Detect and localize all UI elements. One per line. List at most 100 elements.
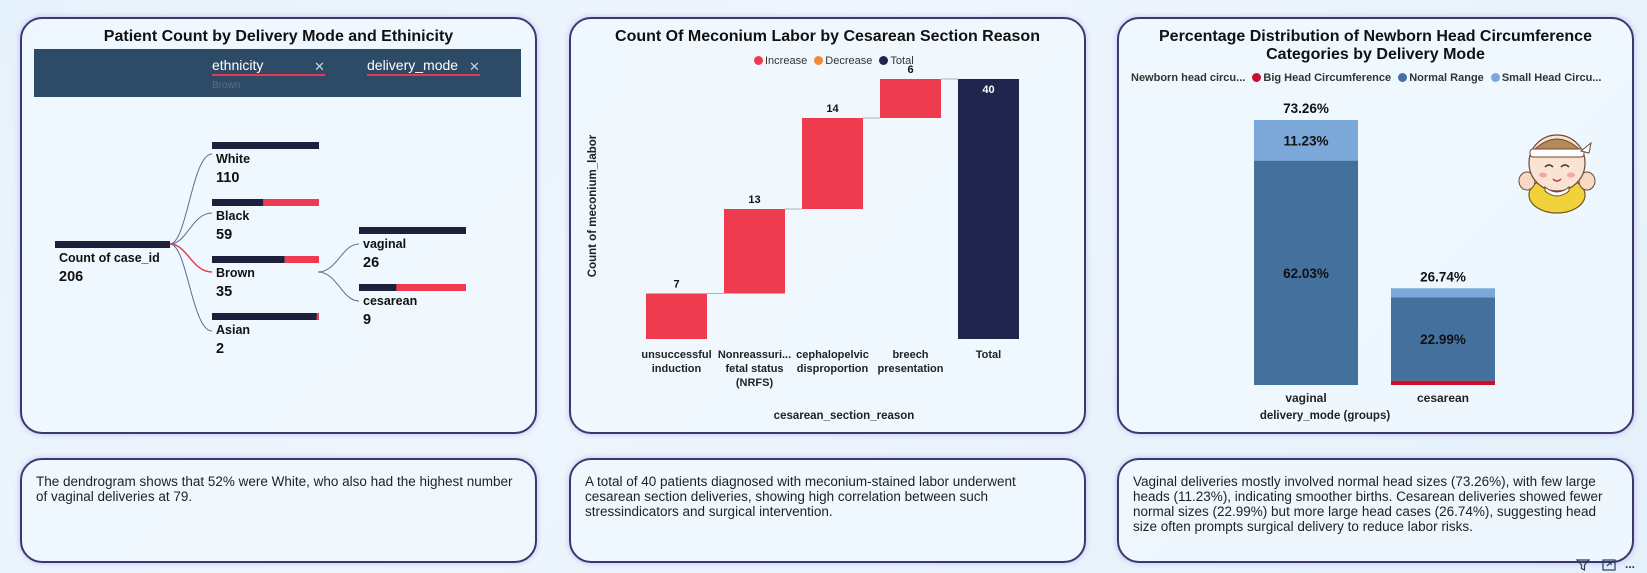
- waterfall-tick-label: disproportion: [797, 363, 869, 375]
- level1-bar-base: [212, 199, 264, 206]
- legend-decrease: Decrease: [825, 55, 873, 67]
- slicer-delivery-underline: [367, 74, 480, 76]
- level1-bar-highlight: [263, 199, 319, 206]
- level2-value: 26: [363, 255, 379, 271]
- waterfall-data-label: 14: [826, 103, 839, 115]
- level1-label: Asian: [216, 323, 250, 337]
- waterfall-tick-label: Total: [976, 349, 1001, 361]
- level1-bar-base: [212, 256, 285, 263]
- legend-dot-total: [879, 56, 889, 65]
- level2-value: 9: [363, 312, 371, 328]
- waterfall-data-label: 13: [748, 194, 760, 206]
- slicer-ethnicity-underline: [212, 74, 325, 76]
- level1-label: Black: [216, 209, 249, 223]
- close-icon[interactable]: ✕: [314, 59, 325, 74]
- slicer-ethnicity[interactable]: ethnicity: [212, 57, 264, 73]
- legend-total: Total: [890, 55, 914, 67]
- stacked-bar-segment: [1391, 288, 1495, 298]
- stacked-bar-chart: delivery_mode (groups) 62.03% 11.23% 73.26…: [1254, 101, 1596, 422]
- level1-bar-base: [212, 313, 317, 320]
- legend-dot-normal: [1398, 73, 1408, 82]
- legend-small: Small Head Circu...: [1501, 72, 1602, 84]
- stacked-card: Percentage Distribution of Newborn Head …: [1117, 17, 1634, 434]
- level1-bar-base: [212, 142, 319, 149]
- connector-highlight: [169, 243, 213, 273]
- level1-label: White: [216, 152, 250, 166]
- waterfall-bar: [646, 293, 707, 339]
- root-label: Count of case_id: [59, 251, 160, 265]
- waterfall-tick-label: Nonreassuri...: [718, 349, 791, 361]
- waterfall-tick-label: induction: [652, 363, 702, 375]
- level1-bar-highlight: [284, 256, 319, 263]
- stacked-title-line2: Categories by Delivery Mode: [1266, 46, 1485, 63]
- level2-bar-base: [359, 284, 397, 291]
- legend-title: Newborn head circu...: [1131, 72, 1246, 84]
- level2-bar-highlight: [396, 284, 466, 291]
- legend-increase: Increase: [765, 55, 808, 67]
- note-card-3: Vaginal deliveries mostly involved norma…: [1117, 458, 1634, 563]
- slicer-bar: ethnicity ✕ Brown delivery_mode ✕: [34, 49, 521, 97]
- stacked-segment-label: 62.03%: [1283, 266, 1329, 281]
- waterfall-bar: [880, 79, 941, 118]
- waterfall-tick-label: (NRFS): [736, 377, 774, 389]
- note-text-1: The dendrogram shows that 52% were White…: [36, 474, 513, 504]
- waterfall-tick-label: fetal status: [725, 363, 783, 375]
- connector: [169, 212, 213, 245]
- focus-icon[interactable]: [1602, 559, 1616, 571]
- stacked-bar-segment: [1391, 380, 1495, 385]
- stacked-segment-label: 11.23%: [1283, 133, 1328, 148]
- level1-value: 2: [216, 341, 224, 357]
- level1-value: 35: [216, 284, 232, 300]
- waterfall-tick-label: cephalopelvic: [796, 349, 869, 361]
- stacked-segment-label: 22.99%: [1420, 332, 1466, 347]
- note-card-1: The dendrogram shows that 52% were White…: [20, 458, 537, 563]
- waterfall-bar: [802, 118, 863, 209]
- connector: [169, 243, 213, 332]
- visual-toolbar: ...: [1575, 557, 1635, 571]
- stacked-bar-segment: [1254, 120, 1358, 161]
- legend-dot-increase: [754, 56, 763, 65]
- note-text-2: A total of 40 patients diagnosed with me…: [585, 474, 1016, 519]
- stacked-total-label: 26.74%: [1420, 269, 1466, 284]
- level2-label: vaginal: [363, 237, 406, 251]
- level2-bar-base: [359, 227, 466, 234]
- waterfall-tick-label: unsuccessful: [641, 349, 711, 361]
- legend-big: Big Head Circumference: [1263, 72, 1392, 84]
- level2-label: cesarean: [363, 294, 417, 308]
- connector: [317, 271, 360, 302]
- legend-dot-big: [1252, 73, 1262, 82]
- waterfall-card: Count Of Meconium Labor by Cesarean Sect…: [569, 17, 1086, 434]
- close-icon[interactable]: ✕: [469, 59, 480, 74]
- stacked-tick-label: vaginal: [1285, 391, 1326, 405]
- note-text-3: Vaginal deliveries mostly involved norma…: [1133, 474, 1603, 534]
- stacked-bar-segment: [1391, 297, 1495, 381]
- waterfall-title: Count Of Meconium Labor by Cesarean Sect…: [615, 28, 1040, 45]
- root-bar: [55, 241, 170, 248]
- slicer-delivery-mode[interactable]: delivery_mode: [367, 57, 459, 73]
- waterfall-data-label: 40: [982, 84, 994, 96]
- stacked-total-label: 73.26%: [1283, 101, 1329, 116]
- slicer-ethnicity-value: Brown: [212, 80, 241, 91]
- stacked-title-line1: Percentage Distribution of Newborn Head …: [1159, 28, 1592, 45]
- waterfall-data-label: 7: [673, 279, 679, 291]
- connector: [169, 153, 213, 245]
- waterfall-legend: Increase Decrease Total: [750, 55, 914, 67]
- baby-mascot-icon: [1518, 134, 1596, 214]
- waterfall-tick-label: presentation: [877, 363, 943, 375]
- filter-icon[interactable]: [1575, 559, 1591, 571]
- legend-dot-small: [1490, 73, 1500, 82]
- waterfall-ylabel: Count of meconium_labor: [587, 134, 599, 277]
- legend-normal: Normal Range: [1409, 72, 1484, 84]
- waterfall-xlabel: cesarean_section_reason: [774, 410, 915, 422]
- level1-value: 110: [216, 170, 239, 186]
- stacked-xlabel: delivery_mode (groups): [1260, 410, 1391, 422]
- waterfall-data-label: 6: [907, 64, 913, 76]
- note-card-2: A total of 40 patients diagnosed with me…: [569, 458, 1086, 563]
- waterfall-bar: [958, 79, 1019, 339]
- waterfall-chart: Count of meconium_labor cesarean_section…: [587, 64, 1019, 422]
- more-options-button[interactable]: ...: [1624, 557, 1635, 571]
- level1-bar-highlight: [316, 313, 319, 320]
- connector: [317, 243, 360, 273]
- stacked-legend: Newborn head circu... Big Head Circumfer…: [1131, 72, 1602, 84]
- level1-label: Brown: [216, 266, 255, 280]
